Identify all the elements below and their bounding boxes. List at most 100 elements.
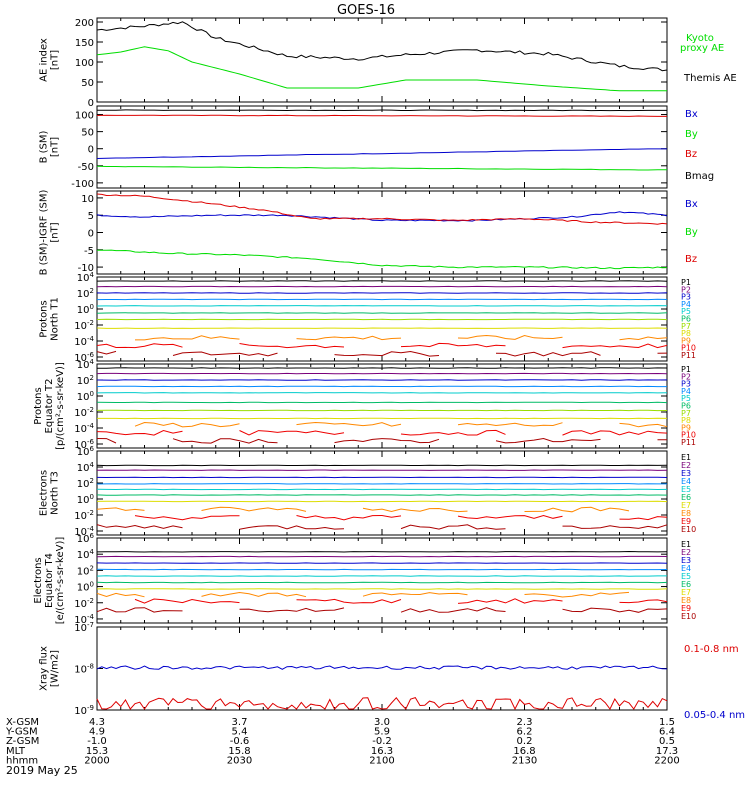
y-tick-label: 10-2 — [74, 406, 94, 419]
p2-series-P9 — [620, 423, 668, 426]
y-tick-label: 50 — [81, 78, 94, 89]
e1-panel-frame — [97, 451, 667, 535]
y-axis-label: North T1 — [50, 297, 61, 341]
y-axis-label: Equator T2 — [44, 379, 55, 434]
y-tick-label: 100 — [75, 58, 94, 69]
bdiff-series-bz — [97, 194, 667, 224]
bdiff-series-bx — [97, 212, 667, 221]
y-tick-label: 0 — [88, 98, 94, 109]
ae-series-black — [97, 22, 667, 71]
legend-bx: Bx — [685, 109, 698, 120]
y-axis-label: Electrons — [33, 557, 44, 603]
y-axis-label: Electrons — [39, 470, 50, 516]
y-axis-label: B (SM)-IGRF (SM) — [39, 190, 50, 276]
y-tick-label: 10-2 — [74, 597, 94, 610]
p1-series-P11 — [173, 352, 278, 356]
bdiff-ylabel: B (SM)-IGRF (SM)[nT] — [39, 190, 61, 276]
y-tick-label: 102 — [77, 477, 94, 490]
ae-series-green — [97, 47, 667, 91]
y-axis-label: [nT] — [50, 137, 61, 157]
e2-series-E10 — [240, 608, 345, 612]
e1-series-E8 — [363, 508, 468, 511]
y-tick-label: 104 — [77, 461, 95, 474]
e2-series-E10 — [563, 608, 668, 612]
y-tick-label: 106 — [77, 532, 95, 545]
y-tick-label: 104 — [77, 358, 95, 371]
e1-series-E9 — [458, 516, 563, 519]
legend-by: By — [685, 227, 698, 238]
footer-value: 2130 — [512, 755, 537, 766]
p1-series-P9 — [458, 336, 563, 340]
p1-series-P10 — [401, 343, 506, 346]
legend-themis-ae: Themis AE — [683, 73, 737, 84]
date-label: 2019 May 25 — [6, 764, 78, 777]
legend-xray-short: 0.05-0.4 nm — [684, 710, 745, 721]
p2-series-P10 — [563, 431, 668, 435]
y-axis-label: [nT] — [50, 50, 61, 70]
footer-value: 2030 — [227, 755, 252, 766]
legend-p11: P11 — [681, 351, 696, 360]
y-tick-label: 50 — [81, 128, 94, 139]
e1-series-E10 — [563, 525, 668, 529]
e2-series-E8 — [202, 593, 307, 597]
y-tick-label: 100 — [77, 493, 94, 506]
p2-panel-frame — [97, 364, 667, 448]
xray-series-short — [97, 666, 667, 669]
bsm-series-bz — [97, 115, 667, 116]
y-tick-label: 10-8 — [74, 663, 94, 676]
e2-series-E8 — [97, 593, 145, 596]
e2-series-E10 — [97, 608, 183, 612]
p2-series-P9 — [135, 423, 240, 427]
y-tick-label: 102 — [77, 564, 94, 577]
y-tick-label: 10-2 — [74, 509, 94, 522]
y-tick-label: 10-4 — [74, 422, 94, 435]
y-tick-label: 10-4 — [74, 335, 94, 348]
e1-series-E9 — [135, 516, 240, 520]
y-tick-label: 150 — [75, 38, 94, 49]
e2-series-E9 — [620, 600, 668, 603]
y-axis-label: Protons — [39, 300, 50, 337]
y-tick-label: 10-9 — [74, 704, 94, 717]
y-tick-label: -100 — [71, 179, 94, 190]
legend-e10: E10 — [681, 525, 696, 534]
y-axis-label: [p/(cm²-s-sr-keV)] — [55, 362, 66, 450]
p1-series-P9 — [620, 337, 668, 340]
y-axis-label: B (SM) — [39, 130, 50, 163]
e2-series-E9 — [458, 599, 563, 604]
e2-series-E9 — [135, 599, 240, 603]
y-tick-label: 104 — [77, 548, 95, 561]
y-tick-label: 100 — [77, 390, 94, 403]
bsm-ylabel: B (SM)[nT] — [39, 130, 61, 163]
e1-series-E8 — [97, 508, 145, 511]
y-axis-label: AE index — [39, 38, 50, 82]
e1-series-E10 — [401, 525, 506, 529]
ae-ylabel: AE index[nT] — [39, 38, 61, 82]
plot-title: GOES-16 — [337, 3, 395, 18]
e2-series-E8 — [363, 593, 468, 597]
p2-series-P9 — [297, 423, 402, 427]
e1-series-E8 — [202, 507, 307, 511]
y-tick-label: 100 — [75, 111, 94, 122]
p2-series-P11 — [173, 439, 278, 443]
ae-panel-frame — [97, 18, 667, 102]
p1-series-P9 — [135, 336, 240, 340]
xray-panel-frame — [97, 627, 667, 710]
p1-series-P11 — [496, 352, 601, 356]
legend-by: By — [685, 129, 698, 140]
e2-series-E6 — [97, 582, 667, 583]
p1-series-P11 — [335, 352, 440, 357]
bsm-series-bmag — [97, 110, 667, 111]
e2-series-E4 — [97, 569, 667, 570]
p2-series-P11 — [496, 439, 601, 443]
y-tick-label: 102 — [77, 287, 94, 300]
y-tick-label: 10-2 — [74, 319, 94, 332]
p1-series-P9 — [297, 336, 402, 339]
bdiff-series-by — [97, 250, 667, 269]
p1-series-P10 — [97, 344, 183, 348]
